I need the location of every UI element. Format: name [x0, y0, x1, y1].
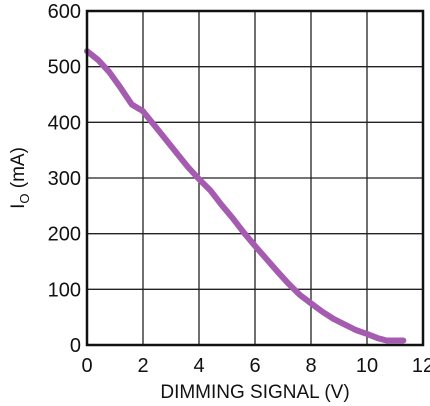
y-axis-label-main: I — [8, 204, 29, 209]
x-axis-label: DIMMING SIGNAL (V) — [160, 382, 349, 403]
series-line — [84, 48, 407, 344]
x-tick-label: 2 — [137, 355, 148, 377]
y-tick-label: 200 — [48, 224, 81, 246]
x-tick-labels: 0 2 4 6 8 10 12 — [81, 355, 430, 377]
y-tick-label: 100 — [48, 279, 81, 301]
x-tick-label: 0 — [81, 355, 92, 377]
plot-frame — [85, 9, 425, 347]
y-axis-label-subscript: O — [17, 194, 32, 204]
x-tick-label: 12 — [412, 355, 430, 377]
grid-lines — [86, 10, 424, 346]
x-tick-label: 6 — [249, 355, 260, 377]
x-tick-label: 4 — [193, 355, 204, 377]
x-tick-label: 8 — [305, 355, 316, 377]
series-line-group — [84, 48, 407, 344]
x-tick-label: 10 — [356, 355, 378, 377]
y-tick-label: 300 — [48, 168, 81, 190]
y-tick-label: 500 — [48, 57, 81, 79]
y-axis-label-unit: (mA) — [8, 147, 29, 193]
y-tick-label: 0 — [70, 335, 81, 357]
y-tick-label: 600 — [48, 1, 81, 23]
y-axis-label: IO (mA) — [8, 147, 32, 209]
y-tick-labels: 0 100 200 300 400 500 600 — [48, 1, 81, 357]
y-tick-label: 400 — [48, 112, 81, 134]
